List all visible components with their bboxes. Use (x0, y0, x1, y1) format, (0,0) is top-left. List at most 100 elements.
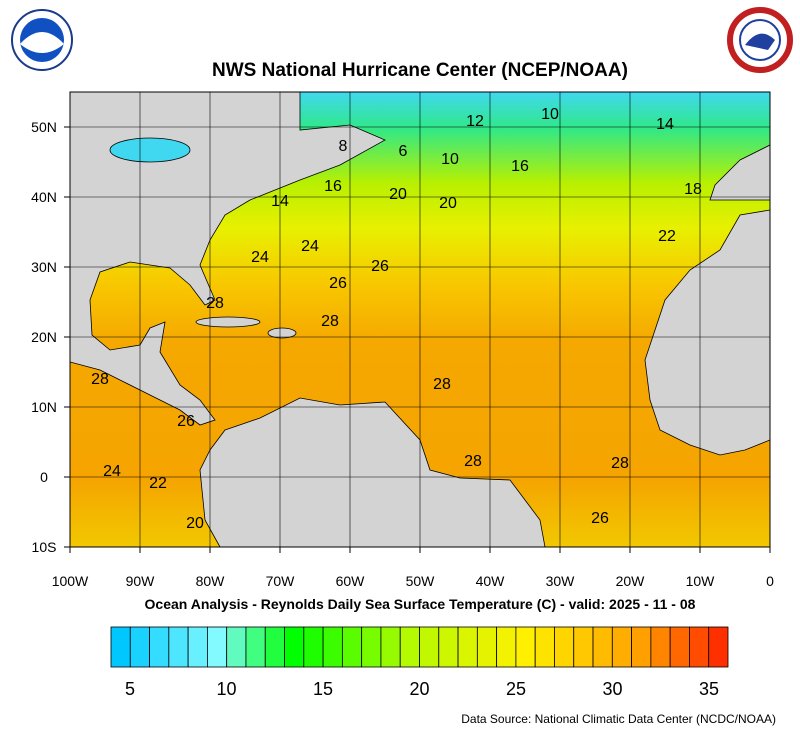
colorbar-swatch (438, 626, 459, 668)
colorbar-swatch (611, 626, 632, 668)
colorbar-label: 35 (699, 679, 719, 699)
colorbar-swatch (476, 626, 498, 668)
contour-label: 26 (329, 275, 347, 292)
colorbar-swatch (515, 626, 536, 668)
contour-label: 10 (441, 151, 459, 168)
contour-label: 20 (439, 195, 457, 212)
x-tick-label: 100W (52, 573, 89, 589)
contour-label: 16 (511, 158, 529, 175)
y-tick-label: 30N (31, 259, 57, 275)
contour-label: 14 (271, 193, 289, 210)
x-tick-label: 90W (126, 573, 156, 589)
x-tick-label: 70W (266, 573, 296, 589)
colorbar-swatch (207, 626, 228, 668)
contour-label: 22 (658, 228, 676, 245)
contour-label: 28 (321, 313, 339, 330)
africa (644, 209, 770, 456)
colorbar-swatch (341, 626, 363, 668)
colorbar-swatch (168, 626, 189, 668)
contour-label: 24 (301, 238, 319, 255)
north-america (70, 92, 386, 426)
colorbar-swatch (631, 626, 652, 668)
contour-label: 20 (186, 515, 204, 532)
noaa-logo (11, 9, 73, 71)
cuba (195, 316, 261, 328)
contour-label: 6 (399, 143, 408, 160)
x-tick-label: 80W (196, 573, 226, 589)
colorbar-swatch (303, 626, 324, 668)
colorbar-label: 25 (506, 679, 526, 699)
colorbar-swatch (129, 626, 150, 668)
colorbar-swatch (650, 626, 671, 668)
contour-label: 28 (91, 371, 109, 388)
colorbar-swatch (264, 626, 285, 668)
subtitle: Ocean Analysis - Reynolds Daily Sea Surf… (145, 596, 696, 612)
x-tick-label: 50W (406, 573, 436, 589)
colorbar-swatch (187, 626, 208, 668)
contour-label: 24 (103, 463, 121, 480)
y-tick-label: 10N (31, 399, 57, 415)
contour-label: 28 (611, 455, 629, 472)
contour-label: 24 (251, 249, 269, 266)
colorbar-label: 15 (313, 679, 333, 699)
colorbar-swatch (669, 626, 690, 668)
contour-label: 22 (149, 475, 167, 492)
colorbar-swatch (457, 626, 478, 668)
colorbar-swatch (322, 626, 343, 668)
colorbar-swatch (419, 626, 440, 668)
y-tick-label: 50N (31, 119, 57, 135)
grid (70, 92, 770, 547)
y-tick-label: 10S (32, 539, 57, 555)
colorbar-swatch (399, 626, 420, 668)
colorbar-swatch (554, 626, 575, 668)
x-tick-label: 10W (686, 573, 716, 589)
great-lakes (109, 137, 191, 163)
colorbar-swatch (149, 626, 170, 668)
x-tick-label: 40W (476, 573, 506, 589)
y-tick-label: 20N (31, 329, 57, 345)
contour-label: 8 (339, 138, 348, 155)
contour-label: 28 (464, 453, 482, 470)
contour-label: 18 (684, 181, 702, 198)
contour-label: 10 (541, 106, 559, 123)
colorbar-label: 10 (216, 679, 236, 699)
contour-label: 26 (177, 413, 195, 430)
colorbar-swatch (573, 626, 594, 668)
colorbar-swatch (226, 626, 247, 668)
contour-label: 28 (433, 376, 451, 393)
map-area: 10 12 14 8 6 10 16 16 18 20 14 20 22 24 24 26 26 28 28 28 28… (70, 92, 770, 547)
contour-label: 28 (206, 295, 224, 312)
colorbar-label: 20 (409, 679, 429, 699)
x-tick-label: 60W (336, 573, 366, 589)
colorbar-label: 30 (602, 679, 622, 699)
contour-label: 16 (324, 178, 342, 195)
y-tick-label: 40N (31, 189, 57, 205)
contour-labels: 10 12 14 8 6 10 16 16 18 20 14 20 22 24 24 26 26 28 28 28 28… (91, 106, 702, 532)
colorbar-swatch (110, 626, 131, 668)
contour-label: 26 (371, 258, 389, 275)
colorbar-swatch (496, 626, 517, 668)
colorbar-swatch (592, 626, 613, 668)
colorbar-swatch (361, 626, 382, 668)
colorbar-swatch (380, 626, 401, 668)
colorbar-swatch (284, 626, 305, 668)
contour-label: 12 (466, 113, 484, 130)
colorbar-swatch (708, 626, 729, 668)
colorbar-swatch (534, 626, 555, 668)
x-tick-label: 20W (616, 573, 646, 589)
iberia (709, 144, 770, 201)
south-america (199, 397, 546, 547)
contour-label: 26 (591, 510, 609, 527)
x-tick-label: 0 (766, 573, 774, 589)
y-tick-label: 0 (40, 469, 48, 485)
title: NWS National Hurricane Center (NCEP/NOAA… (212, 60, 628, 81)
x-tick-label: 30W (546, 573, 576, 589)
contour-label: 14 (656, 116, 674, 133)
colorbar-swatch (245, 626, 266, 668)
colorbar-label: 5 (125, 679, 135, 699)
source: Data Source: National Climatic Data Cent… (461, 712, 776, 726)
colorbar: 5 10 15 20 25 30 35 (110, 626, 729, 699)
hispaniola (267, 327, 297, 339)
